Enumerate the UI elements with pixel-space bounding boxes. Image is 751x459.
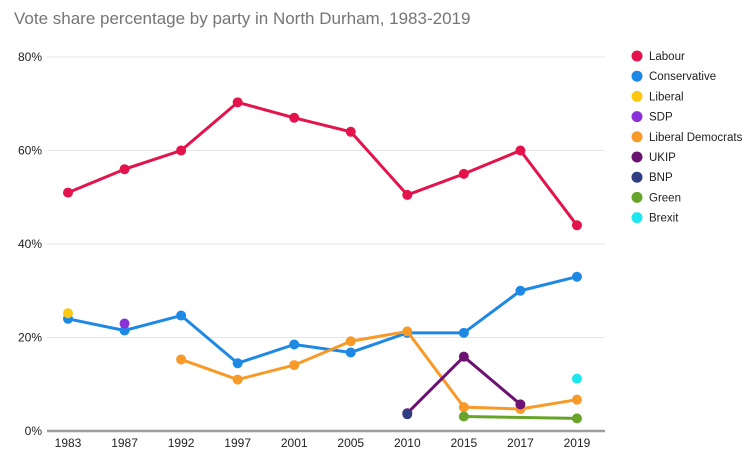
data-point-green [458, 411, 469, 422]
data-point-labour [232, 97, 243, 108]
data-point-liberal-democrats [289, 360, 300, 371]
x-axis-tick-label: 2015 [450, 436, 477, 450]
data-point-liberal-democrats [345, 336, 356, 347]
data-point-ukip [515, 399, 526, 410]
legend-label-conservative: Conservative [649, 71, 716, 83]
series-line-conservative [66, 275, 579, 365]
data-point-brexit [571, 373, 582, 384]
x-axis-tick-label: 2010 [394, 436, 421, 450]
data-point-labour [289, 112, 300, 123]
data-point-liberal [63, 308, 73, 319]
legend-label-green: Green [649, 192, 681, 204]
data-point-labour [458, 168, 469, 179]
legend-label-brexit: Brexit [649, 213, 679, 225]
legend-marker-conservative [631, 70, 643, 82]
y-axis-tick-label: 20% [18, 331, 42, 345]
legend-marker-liberal [631, 90, 643, 102]
legend-marker-green [631, 191, 643, 203]
x-axis-tick-label: 1983 [55, 436, 82, 450]
data-point-labour [571, 220, 582, 231]
data-point-labour [119, 164, 130, 175]
data-point-labour [176, 145, 187, 156]
legend-marker-brexit [631, 212, 643, 224]
data-point-labour [515, 145, 526, 156]
legend-marker-liberal-democrats [631, 131, 643, 143]
legend-label-bnp: BNP [649, 172, 673, 184]
data-point-conservative [232, 358, 243, 369]
y-axis-tick-label: 0% [25, 424, 43, 438]
x-axis-tick-label: 2019 [564, 436, 591, 450]
data-point-conservative [289, 339, 300, 350]
data-point-conservative [345, 347, 356, 358]
x-axis-tick-label: 1997 [224, 436, 251, 450]
x-axis-tick-label: 2005 [337, 436, 364, 450]
data-point-labour [402, 189, 413, 200]
data-point-liberal-democrats [571, 394, 582, 405]
legend-marker-bnp [631, 171, 643, 183]
x-axis-tick-label: 2001 [281, 436, 308, 450]
legend-label-liberal: Liberal [649, 91, 684, 103]
x-axis-tick-label: 2017 [507, 436, 534, 450]
y-axis-tick-label: 40% [18, 237, 42, 251]
series-line-liberal-democrats [179, 329, 579, 411]
legend-marker-labour [631, 50, 643, 62]
legend-label-ukip: UKIP [649, 152, 676, 164]
data-point-liberal-democrats [402, 326, 413, 337]
x-axis-tick-label: 1987 [111, 436, 138, 450]
chart-title: Vote share percentage by party in North … [14, 9, 471, 28]
data-point-liberal-democrats [176, 354, 187, 365]
data-point-liberal-democrats [232, 374, 243, 385]
data-point-labour [63, 187, 73, 198]
data-point-conservative [119, 325, 130, 336]
legend-label-labour: Labour [649, 51, 685, 63]
data-point-ukip [458, 351, 469, 362]
y-axis-tick-label: 80% [18, 50, 42, 64]
y-axis-tick-label: 60% [18, 144, 42, 158]
data-point-sdp [119, 318, 130, 329]
x-axis-tick-label: 1992 [168, 436, 195, 450]
data-point-conservative [515, 285, 526, 296]
data-point-conservative [176, 310, 187, 321]
data-point-labour [345, 126, 356, 137]
legend-marker-ukip [631, 151, 643, 163]
data-point-conservative [571, 271, 582, 282]
legend-label-sdp: SDP [649, 112, 673, 124]
legend-marker-sdp [631, 111, 643, 123]
legend-label-liberal-democrats: Liberal Democrats [649, 132, 743, 144]
data-point-liberal-democrats [458, 402, 469, 413]
series-line-green [462, 415, 579, 420]
data-point-conservative [458, 327, 469, 338]
series-line-labour [66, 100, 579, 227]
data-point-green [571, 413, 582, 424]
data-point-bnp [402, 409, 413, 420]
